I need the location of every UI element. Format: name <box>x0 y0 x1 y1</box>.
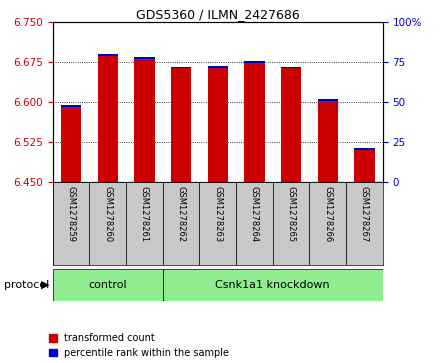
Bar <box>208 66 228 68</box>
Bar <box>244 63 264 182</box>
Text: protocol: protocol <box>4 280 50 290</box>
Bar <box>163 182 199 265</box>
Bar <box>171 68 191 182</box>
Text: GSM1278260: GSM1278260 <box>103 186 112 242</box>
Text: GSM1278259: GSM1278259 <box>66 186 76 242</box>
Bar <box>236 182 273 265</box>
Text: ▶: ▶ <box>41 280 50 290</box>
Text: GSM1278265: GSM1278265 <box>286 186 296 242</box>
Bar <box>98 56 118 182</box>
Bar <box>126 182 163 265</box>
Title: GDS5360 / ILMN_2427686: GDS5360 / ILMN_2427686 <box>136 8 300 21</box>
Bar <box>89 182 126 265</box>
Legend: transformed count, percentile rank within the sample: transformed count, percentile rank withi… <box>49 333 229 358</box>
Bar <box>354 150 374 182</box>
Bar <box>171 66 191 68</box>
Bar <box>281 66 301 68</box>
Text: GSM1278264: GSM1278264 <box>250 186 259 242</box>
Text: GSM1278261: GSM1278261 <box>140 186 149 242</box>
Bar <box>354 148 374 150</box>
Bar <box>244 61 264 63</box>
Bar <box>273 182 309 265</box>
Text: GSM1278266: GSM1278266 <box>323 186 332 242</box>
Bar <box>134 59 154 182</box>
Text: Csnk1a1 knockdown: Csnk1a1 knockdown <box>216 280 330 290</box>
Bar <box>346 182 383 265</box>
Bar <box>163 269 383 301</box>
Text: GSM1278262: GSM1278262 <box>176 186 186 242</box>
Bar <box>199 182 236 265</box>
Bar <box>281 68 301 182</box>
Bar <box>61 105 81 107</box>
Bar <box>309 182 346 265</box>
Bar <box>208 68 228 182</box>
Bar <box>318 101 338 182</box>
Text: GSM1278267: GSM1278267 <box>360 186 369 242</box>
Bar <box>318 99 338 101</box>
Bar <box>53 269 163 301</box>
Bar <box>61 107 81 182</box>
Bar <box>98 54 118 56</box>
Bar <box>53 182 89 265</box>
Bar <box>134 57 154 59</box>
Text: GSM1278263: GSM1278263 <box>213 186 222 242</box>
Text: control: control <box>88 280 127 290</box>
